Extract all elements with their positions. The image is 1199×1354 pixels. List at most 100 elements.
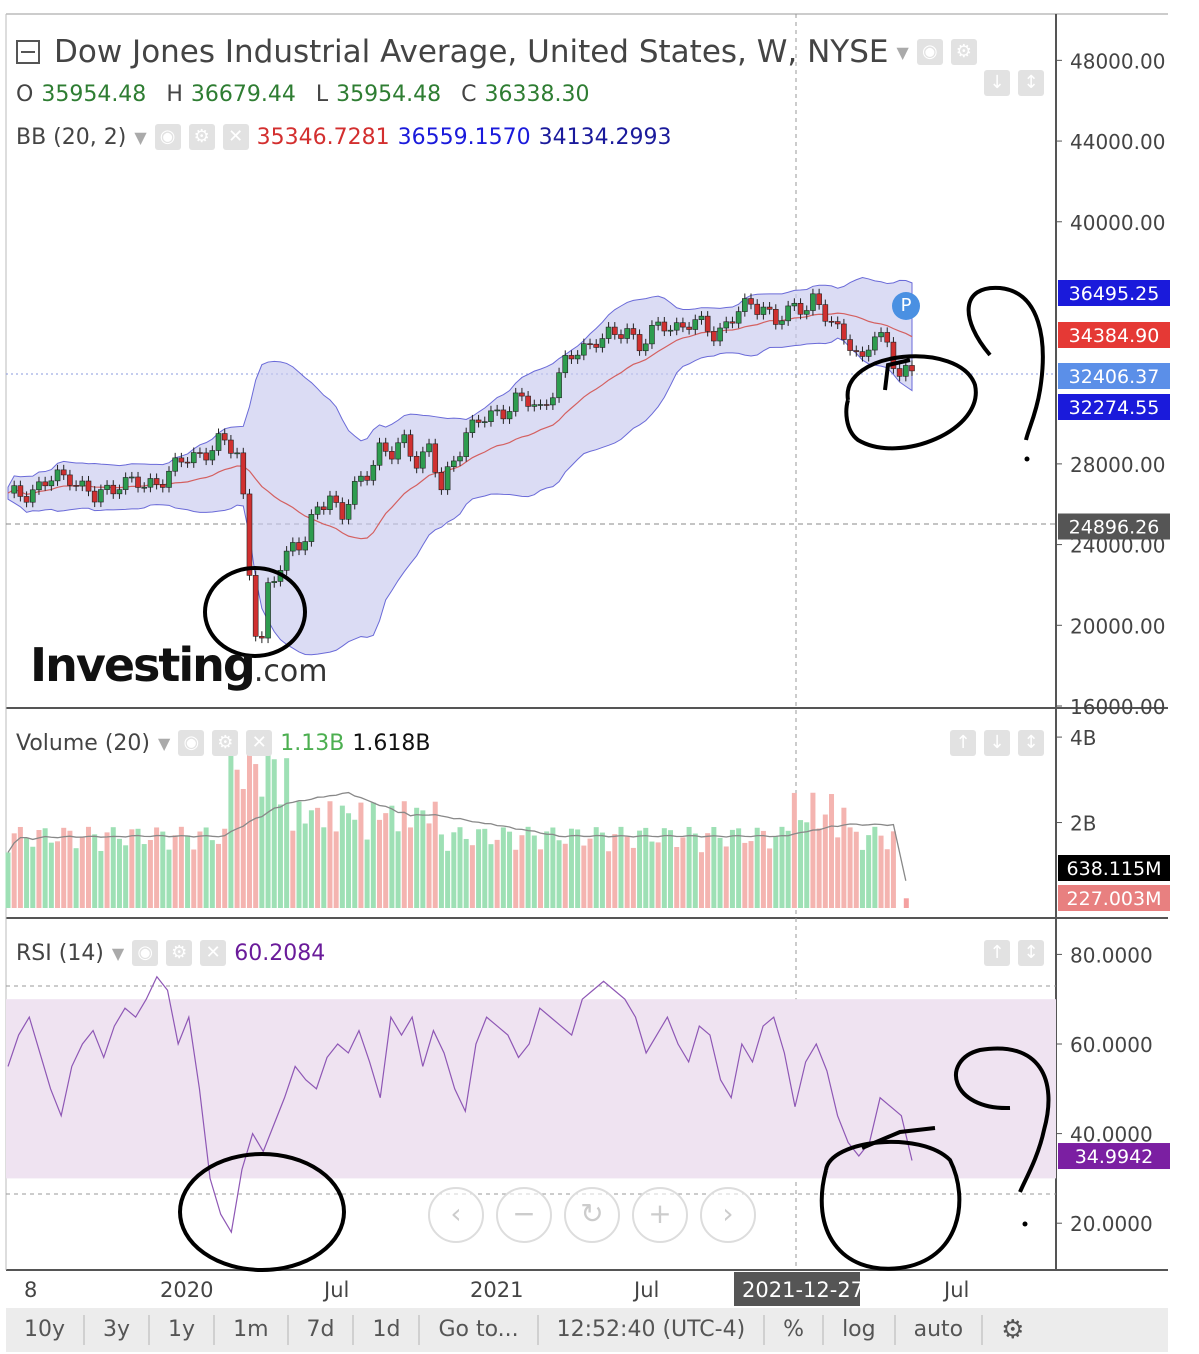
candle-body — [129, 476, 135, 479]
range-1m-button[interactable]: 1m — [215, 1315, 289, 1345]
p-badge[interactable]: P — [892, 292, 920, 320]
candle-body — [896, 368, 903, 377]
candle-body — [686, 326, 692, 330]
close-icon[interactable]: ✕ — [246, 730, 273, 756]
eye-icon[interactable]: ◉ — [916, 39, 943, 65]
candle-body — [413, 455, 420, 469]
range-7d-button[interactable]: 7d — [289, 1315, 355, 1345]
close-icon[interactable]: ✕ — [222, 124, 249, 150]
candle-body — [395, 442, 401, 460]
volume-bar — [612, 834, 618, 908]
close-value: 36338.30 — [484, 82, 590, 107]
volume-bar — [240, 788, 246, 908]
volume-bar — [346, 813, 352, 908]
gear-icon[interactable]: ⚙ — [1001, 1315, 1025, 1345]
scroll-right-button[interactable]: › — [700, 1187, 756, 1243]
volume-bar — [556, 840, 562, 908]
chevron-down-icon[interactable]: ▼ — [896, 42, 909, 62]
range-3y-button[interactable]: 3y — [85, 1315, 151, 1345]
gear-icon[interactable]: ⚙ — [950, 39, 977, 65]
gear-icon[interactable]: ⚙ — [212, 730, 239, 756]
volume-bar — [166, 849, 172, 908]
candle-body — [271, 581, 278, 583]
candle-body — [587, 343, 593, 345]
volume-bar — [395, 831, 401, 908]
reset-button[interactable]: ↻ — [564, 1187, 620, 1243]
arrow-up-icon[interactable]: ↑ — [984, 940, 1010, 966]
chevron-down-icon[interactable]: ▼ — [134, 127, 147, 147]
candle-body — [29, 489, 36, 503]
range-10y-button[interactable]: 10y — [6, 1315, 86, 1345]
zoom-in-button[interactable]: + — [632, 1187, 688, 1243]
candle-body — [481, 421, 488, 423]
price-tick-label: 16000.00 — [1070, 695, 1165, 719]
arrows-vertical-icon[interactable]: ↕ — [1018, 940, 1044, 966]
arrow-down-icon[interactable]: ↓ — [984, 730, 1010, 756]
arrows-vertical-icon[interactable]: ↕ — [1018, 730, 1044, 756]
volume-bar — [42, 828, 48, 908]
candle-body — [729, 321, 736, 324]
bb-upper-value: 36559.1570 — [397, 124, 531, 150]
volume-bar — [110, 827, 116, 908]
goto-button[interactable]: Go to... — [420, 1315, 539, 1345]
candle-body — [593, 343, 600, 348]
candle-body — [847, 339, 853, 351]
chevron-down-icon[interactable]: ▼ — [157, 733, 171, 753]
clock-readout: 12:52:40 (UTC-4) — [539, 1315, 766, 1345]
candle-body — [624, 328, 630, 339]
arrows-vertical-icon[interactable]: ↕ — [1018, 70, 1044, 96]
volume-bar — [779, 826, 785, 908]
candle-body — [500, 409, 507, 420]
candle-body — [259, 636, 265, 639]
candle-body — [618, 334, 624, 339]
zoom-out-button[interactable]: − — [496, 1187, 552, 1243]
candle-body — [562, 355, 569, 374]
candle-body — [438, 472, 445, 491]
log-toggle[interactable]: log — [824, 1315, 896, 1345]
candle-body — [742, 298, 748, 312]
collapse-icon[interactable] — [16, 40, 40, 64]
ohlc-row: O 35954.48 H 36679.44 L 35954.48 C 36338.30 — [16, 82, 601, 107]
percent-toggle[interactable]: % — [765, 1315, 825, 1345]
eye-icon[interactable]: ◉ — [132, 940, 159, 966]
candle-body — [79, 480, 86, 487]
price-tick-label: 44000.00 — [1070, 130, 1165, 154]
rsi-pane-controls: ↑ ↕ — [984, 940, 1044, 966]
candle-body — [853, 350, 860, 352]
volume-bar — [147, 840, 153, 908]
gear-icon[interactable]: ⚙ — [166, 940, 193, 966]
volume-bar — [370, 802, 376, 908]
candle-body — [327, 495, 333, 510]
volume-bar — [290, 830, 296, 908]
gear-icon[interactable]: ⚙ — [188, 124, 215, 150]
range-1y-button[interactable]: 1y — [150, 1315, 216, 1345]
candle-body — [859, 351, 866, 357]
candle-body — [772, 309, 779, 325]
volume-bar — [445, 850, 451, 908]
arrow-up-icon[interactable]: ↑ — [950, 730, 976, 756]
close-icon[interactable]: ✕ — [200, 940, 227, 966]
candle-body — [797, 303, 804, 315]
volume-bar — [234, 769, 240, 908]
candle-body — [488, 410, 494, 422]
eye-icon[interactable]: ◉ — [154, 124, 181, 150]
price-tag: 32274.55 — [1069, 397, 1160, 419]
candle-body — [884, 332, 891, 343]
eye-icon[interactable]: ◉ — [178, 730, 205, 756]
candle-body — [339, 502, 346, 520]
volume-bar — [327, 801, 333, 908]
volume-bar — [624, 836, 630, 908]
candle-body — [791, 303, 798, 307]
volume-bar — [172, 835, 178, 908]
range-1d-button[interactable]: 1d — [354, 1315, 421, 1345]
auto-toggle[interactable]: auto — [896, 1315, 984, 1345]
volume-bar — [135, 828, 141, 908]
chevron-down-icon[interactable]: ▼ — [111, 943, 125, 963]
chart-title-row: Dow Jones Industrial Average, United Sta… — [16, 34, 977, 70]
volume-bar — [791, 792, 797, 908]
volume-bar — [537, 849, 543, 908]
scroll-left-button[interactable]: ‹ — [428, 1187, 484, 1243]
arrow-down-icon[interactable]: ↓ — [984, 70, 1010, 96]
candle-body — [252, 575, 259, 637]
